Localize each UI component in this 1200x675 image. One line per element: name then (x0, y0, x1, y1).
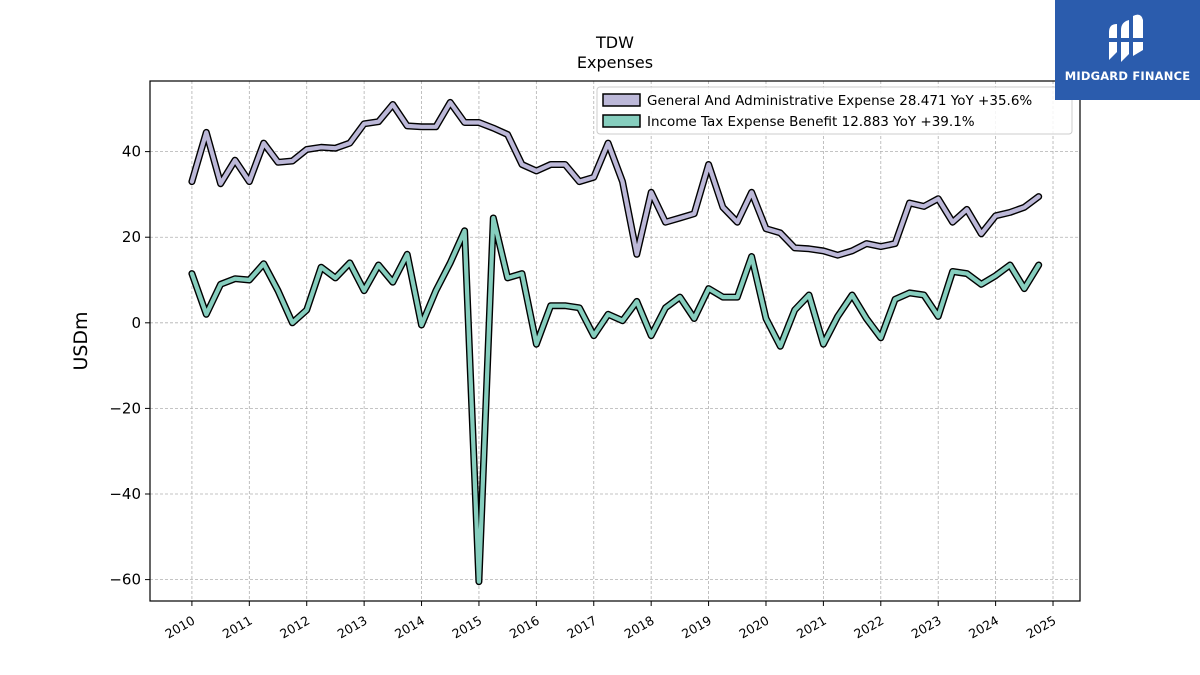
y-axis-label: USDm (70, 311, 92, 370)
watermark-text: MIDGARD FINANCE (1064, 69, 1191, 83)
legend-box (596, 86, 1073, 135)
x-tick-label: 2011 (220, 613, 255, 642)
series-layer (188, 98, 1043, 586)
chart-title: TDW (595, 33, 634, 52)
watermark-logo: MIDGARD FINANCE (1055, 0, 1200, 100)
x-tick-label: 2018 (622, 613, 657, 642)
series-line-general-admin (189, 100, 1041, 258)
x-tick-label: 2017 (564, 613, 599, 642)
x-tick-label: 2023 (909, 613, 944, 642)
legend-swatch-general-admin (602, 93, 641, 107)
logo-mark-icon (1109, 14, 1143, 62)
x-tick-label: 2014 (392, 613, 427, 642)
x-tick-label: 2019 (679, 613, 714, 642)
legend-swatch-income-tax (602, 114, 641, 128)
y-tick-label: 20 (122, 228, 141, 246)
x-tick-label: 2013 (335, 613, 370, 642)
x-tick-label: 2010 (162, 613, 197, 642)
x-tick-label: 2016 (507, 613, 542, 642)
axes: −60 −40 −20 0 20 40 2010 2011 2012 2013 2014 2015 20… (109, 143, 1058, 642)
x-tick-label: 2024 (966, 613, 1001, 642)
x-tick-label: 2012 (277, 613, 312, 642)
plot-frame (149, 80, 1081, 602)
chart-subtitle: Expenses (577, 53, 653, 72)
legend-label-income-tax: Income Tax Expense Benefit 12.883 YoY +3… (647, 114, 975, 130)
y-tick-label: −40 (109, 485, 141, 503)
x-tick-label: 2015 (449, 613, 484, 642)
x-tick-label: 2020 (736, 613, 771, 642)
x-tick-label: 2021 (794, 613, 829, 642)
y-tick-label: −60 (109, 571, 141, 589)
y-tick-label: 40 (122, 143, 141, 161)
y-tick-label: 0 (131, 314, 141, 332)
legend-label-general-admin: General And Administrative Expense 28.47… (647, 93, 1032, 109)
series-line-income-tax (189, 215, 1041, 584)
y-tick-label: −20 (109, 399, 141, 417)
legend: General And Administrative Expense 28.47… (596, 86, 1073, 135)
x-tick-label: 2022 (851, 613, 886, 642)
x-tick-label: 2025 (1023, 613, 1058, 642)
